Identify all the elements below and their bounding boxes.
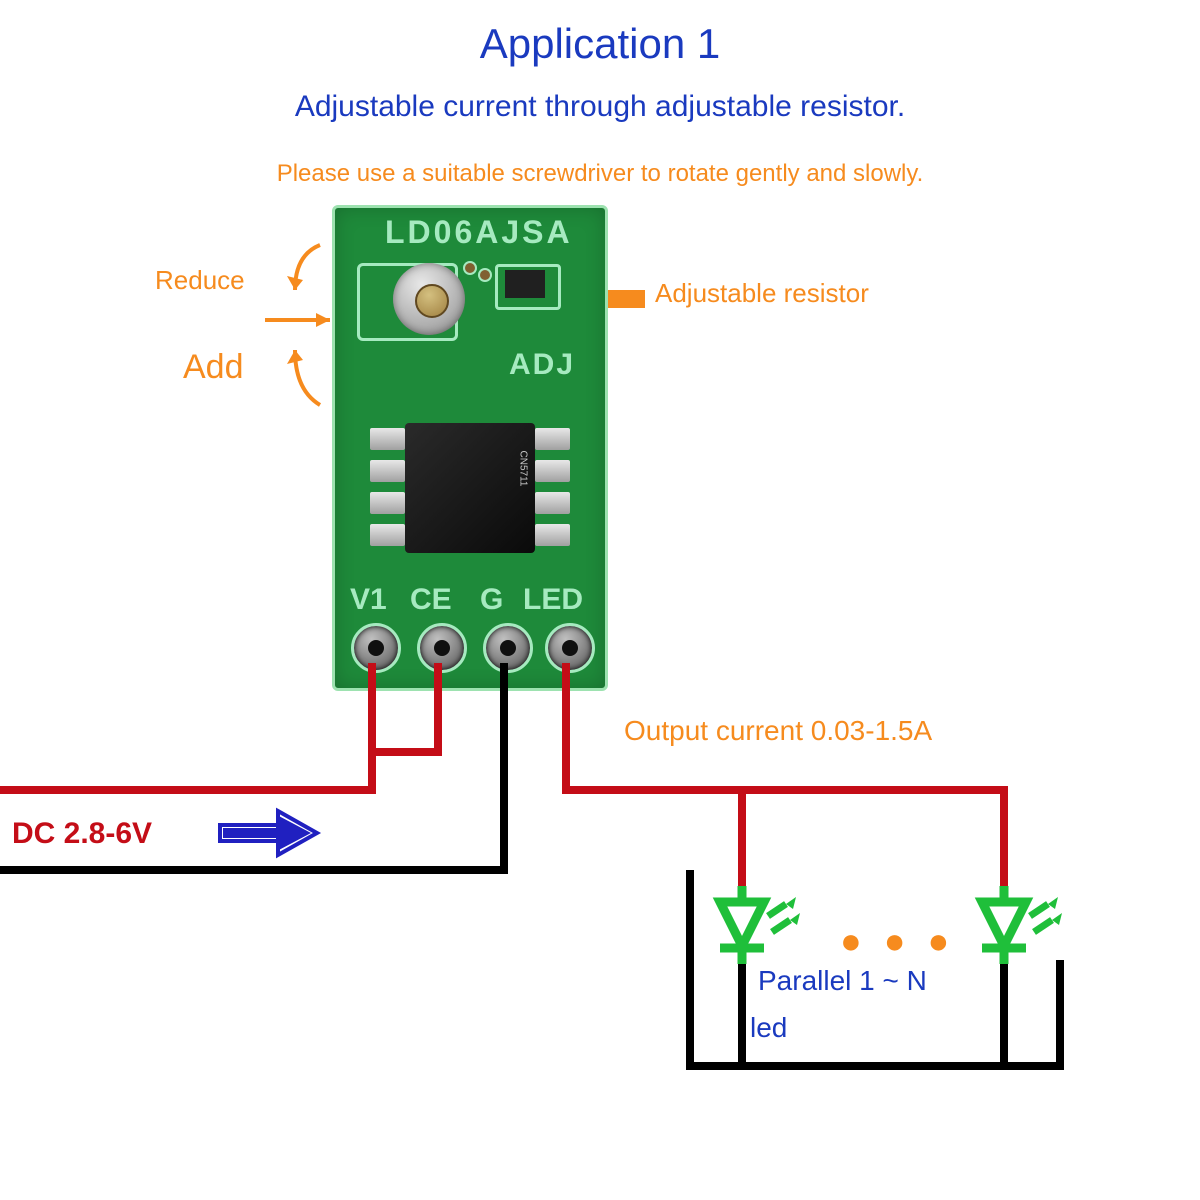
- wiring: [0, 0, 1200, 1200]
- ellipsis-dots: ● ● ●: [840, 920, 955, 962]
- diagram-canvas: Application 1 Adjustable current through…: [0, 0, 1200, 1200]
